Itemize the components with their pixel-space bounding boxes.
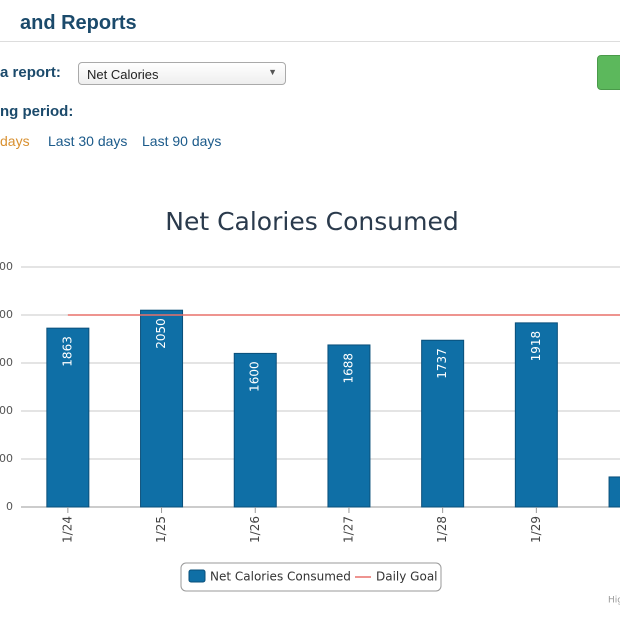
y-tick-label: 2000 bbox=[0, 308, 13, 321]
select-arrow: ▼ bbox=[268, 67, 277, 77]
data-label: 1737 bbox=[435, 348, 449, 379]
legend-label: Net Calories Consumed bbox=[210, 570, 351, 584]
y-tick-label: 2500 bbox=[0, 260, 13, 273]
select-value: Net Calories bbox=[87, 67, 159, 82]
bar bbox=[421, 339, 465, 508]
action-button[interactable] bbox=[597, 55, 620, 90]
y-tick-label: 0 bbox=[6, 500, 13, 513]
period-label: ng period: bbox=[0, 103, 74, 120]
report-select[interactable]: Net Calories ▼ bbox=[78, 62, 286, 85]
x-tick-label: 1/28 bbox=[435, 516, 449, 543]
data-label: 2050 bbox=[154, 318, 168, 349]
x-tick-label: 1/25 bbox=[154, 516, 168, 543]
data-label: 1863 bbox=[60, 336, 74, 367]
bar bbox=[233, 352, 277, 508]
bar bbox=[608, 476, 620, 508]
page-title: and Reports bbox=[20, 12, 137, 34]
x-tick-label: 1/24 bbox=[60, 516, 74, 543]
x-tick-label: 1/29 bbox=[529, 516, 543, 543]
data-label: 1600 bbox=[248, 361, 262, 392]
legend: Net Calories Consumed Daily Goal bbox=[180, 562, 442, 592]
data-label: 1918 bbox=[529, 331, 543, 362]
data-label: 1688 bbox=[341, 353, 355, 384]
divider bbox=[0, 41, 620, 42]
legend-label: Daily Goal bbox=[376, 570, 438, 584]
report-label: a report: bbox=[0, 64, 61, 81]
x-tick-label: 1/26 bbox=[248, 516, 262, 543]
period-link[interactable]: Last 90 days bbox=[142, 133, 222, 149]
bar bbox=[46, 327, 90, 508]
y-tick-label: 1500 bbox=[0, 356, 13, 369]
bar bbox=[140, 309, 184, 508]
chart-title: Net Calories Consumed bbox=[165, 207, 459, 236]
period-link[interactable]: days bbox=[0, 133, 30, 149]
x-tick-label: 1/27 bbox=[341, 516, 355, 543]
legend-box bbox=[180, 562, 442, 592]
credits: Hig bbox=[608, 596, 620, 606]
y-tick-label: 1000 bbox=[0, 404, 13, 417]
bar bbox=[514, 322, 558, 508]
legend-swatch bbox=[188, 569, 206, 583]
y-tick-label: 500 bbox=[0, 452, 13, 465]
period-link[interactable]: Last 30 days bbox=[48, 133, 128, 149]
bar bbox=[327, 344, 371, 508]
